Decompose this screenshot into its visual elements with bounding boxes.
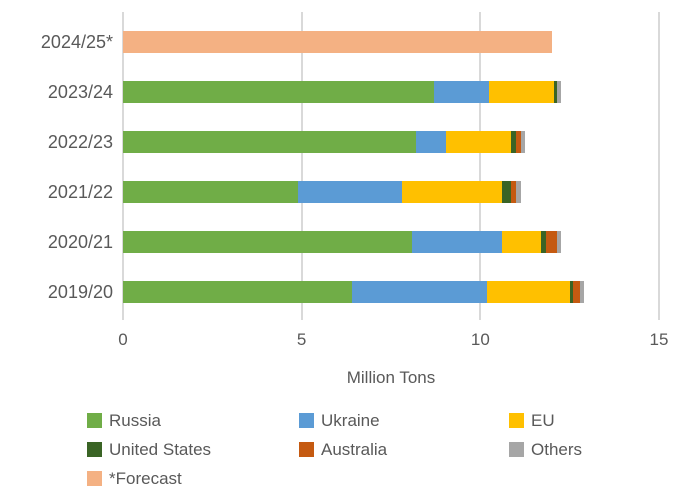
bar-segment-united-states: [569, 281, 574, 303]
bar-track: [123, 281, 584, 303]
legend-item--forecast: *Forecast: [87, 468, 299, 489]
bar-segment-eu: [446, 131, 511, 153]
legend-item-others: Others: [509, 439, 647, 460]
bar-segment--forecast: [123, 31, 552, 53]
legend-label: EU: [531, 410, 555, 430]
legend-label: Others: [531, 439, 583, 459]
bar-segment-ukraine: [416, 131, 447, 153]
bar-segment-russia: [123, 181, 299, 203]
bar-segment-ukraine: [298, 181, 402, 203]
bar-segment-eu: [489, 81, 554, 103]
legend-swatch-icon: [87, 442, 102, 457]
legend-item-ukraine: Ukraine: [299, 410, 509, 431]
bar-track: [123, 131, 525, 153]
legend-label: Ukraine: [321, 410, 380, 430]
legend-item-eu: EU: [509, 410, 647, 431]
bar-segment-united-states: [510, 131, 517, 153]
bar-segment-australia: [546, 231, 558, 253]
bar-segment-united-states: [501, 181, 511, 203]
bar-segment-russia: [123, 131, 416, 153]
bar-track: [123, 181, 522, 203]
bar-row: 2020/21: [0, 231, 681, 253]
y-axis-label: 2023/24: [47, 82, 113, 102]
bar-row: 2023/24: [0, 81, 681, 103]
bar-segment-others: [557, 81, 561, 103]
legend-label: Russia: [109, 410, 161, 430]
bar-segment-australia: [573, 281, 581, 303]
x-tick-label: 5: [296, 330, 307, 349]
legend: Russia Ukraine EU United States Australia Oth…: [87, 410, 647, 489]
bar-segment-eu: [401, 181, 502, 203]
bar-row: 2022/23: [0, 131, 681, 153]
x-tick-label: 0: [118, 330, 128, 349]
legend-swatch-icon: [87, 471, 102, 486]
x-axis-title: Million Tons: [346, 368, 436, 387]
x-tick-label: 15: [649, 330, 669, 349]
x-tick-label: 10: [470, 330, 490, 349]
bar-segment-others: [521, 131, 525, 153]
gridline-x-10: [479, 12, 482, 320]
bar-segment-australia: [510, 181, 517, 203]
gridline-x-5: [300, 12, 303, 320]
legend-swatch-icon: [299, 442, 314, 457]
bar-track: [123, 81, 561, 103]
bar-segment-eu: [501, 231, 542, 253]
legend-item-united-states: United States: [87, 439, 299, 460]
bar-segment-russia: [123, 281, 352, 303]
legend-swatch-icon: [509, 442, 524, 457]
bar-segment-ukraine: [433, 81, 490, 103]
bar-track: [123, 31, 552, 53]
bar-row: 2019/20: [0, 281, 681, 303]
bar-segment-russia: [123, 81, 434, 103]
bar-segment-united-states: [553, 81, 558, 103]
y-axis-label: 2021/22: [47, 182, 113, 202]
legend-swatch-icon: [299, 413, 314, 428]
legend-item-russia: Russia: [87, 410, 299, 431]
legend-label: Australia: [321, 439, 388, 459]
bar-segment-russia: [123, 231, 413, 253]
bar-segment-australia: [516, 131, 522, 153]
legend-label: *Forecast: [109, 468, 182, 488]
x-axis: 0 5 10 15: [118, 330, 668, 352]
bar-segment-ukraine: [412, 231, 502, 253]
y-axis-label: 2019/20: [47, 282, 113, 302]
bar-segment-others: [557, 231, 561, 253]
gridline-x-0: [122, 12, 124, 320]
legend-swatch-icon: [509, 413, 524, 428]
y-axis-label: 2022/23: [47, 132, 113, 152]
legend-item-australia: Australia: [299, 439, 509, 460]
bar-segment-united-states: [541, 231, 547, 253]
bar-segment-ukraine: [351, 281, 488, 303]
y-axis-label: 2020/21: [47, 232, 113, 252]
bar-row: 2024/25*: [0, 31, 681, 53]
bar-track: [123, 231, 561, 253]
bar-row: 2021/22: [0, 181, 681, 203]
y-axis-label: 2024/25*: [40, 32, 113, 52]
bar-segment-others: [580, 281, 584, 303]
legend-swatch-icon: [87, 413, 102, 428]
gridline-x-15: [658, 12, 660, 320]
legend-label: United States: [109, 439, 212, 459]
bar-segment-eu: [487, 281, 570, 303]
plot-area: [122, 12, 660, 320]
bar-segment-others: [516, 181, 522, 203]
